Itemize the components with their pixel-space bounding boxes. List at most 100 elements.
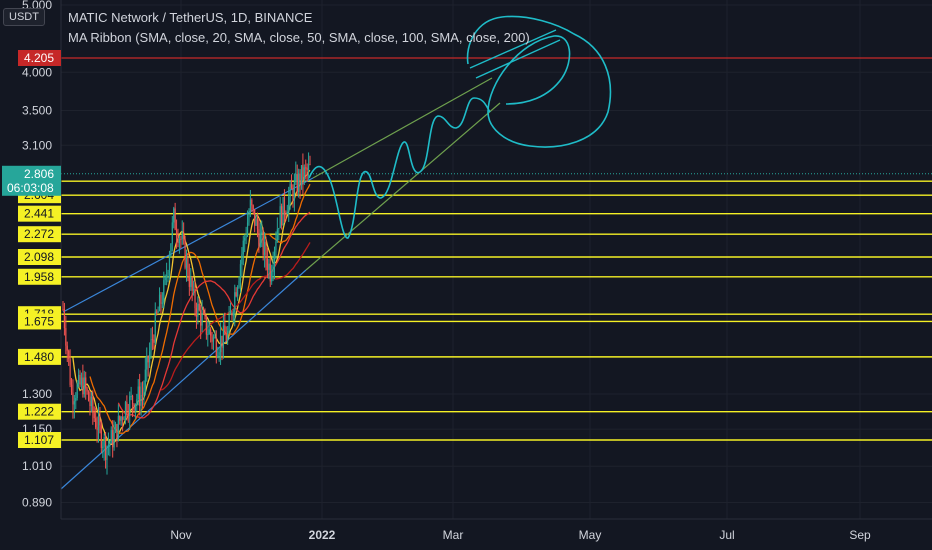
- candle-body: [136, 399, 138, 404]
- candle-body: [262, 231, 264, 255]
- candle-body: [279, 206, 281, 229]
- trend-drawings[interactable]: [60, 15, 612, 490]
- candle-body: [231, 312, 233, 316]
- support-level-tag: [18, 268, 61, 285]
- candle-body: [110, 430, 112, 443]
- candle-body: [170, 243, 172, 257]
- candle-body: [215, 337, 217, 357]
- candle-body: [211, 335, 213, 342]
- candle-body: [205, 315, 207, 335]
- candle-body: [144, 369, 146, 388]
- candle-body: [285, 213, 287, 215]
- price-tick-label: 3.100: [22, 138, 52, 152]
- candle-body: [150, 339, 152, 352]
- candle-body: [295, 174, 297, 182]
- candles: [62, 152, 311, 475]
- candle-body: [151, 339, 154, 341]
- candle-body: [97, 416, 100, 431]
- support-level-tag: [18, 348, 61, 365]
- candle-body: [96, 427, 98, 431]
- candle-body: [156, 311, 158, 313]
- candle-body: [72, 392, 74, 405]
- candle-body: [127, 414, 129, 417]
- candle-body: [174, 208, 176, 230]
- candle-body: [140, 394, 142, 406]
- support-level-label: 1.675: [24, 314, 54, 328]
- candle-body: [214, 337, 216, 339]
- countdown-label: 06:03:08: [7, 181, 54, 195]
- time-tick-label: Mar: [443, 528, 464, 542]
- candle-body: [255, 218, 257, 226]
- candle-body: [237, 287, 239, 297]
- candle-body: [83, 377, 85, 395]
- candle-body: [166, 275, 168, 277]
- candle-body: [282, 197, 284, 226]
- support-level-tag: [18, 249, 61, 266]
- time-tick-label: 2022: [309, 528, 336, 542]
- candle-body: [92, 396, 94, 413]
- price-tick-label: 3.500: [22, 104, 52, 118]
- candle-body: [227, 331, 229, 341]
- candle-body: [99, 416, 101, 426]
- time-axis[interactable]: Nov 2022 Mar May Jul Sep: [61, 518, 932, 542]
- candle-body: [122, 416, 124, 420]
- currency-label[interactable]: USDT: [3, 8, 45, 26]
- candle-body: [241, 254, 243, 265]
- candle-body: [73, 401, 75, 405]
- channel-lower-projection: [305, 102, 501, 271]
- candle-body: [234, 292, 236, 313]
- price-tick-label: 1.300: [22, 387, 52, 401]
- candle-body: [258, 229, 260, 247]
- candle-body: [66, 345, 68, 351]
- symbol-title[interactable]: MATIC Network / TetherUS, 1D, BINANCE: [68, 10, 313, 25]
- candle-body: [292, 188, 294, 201]
- target-circle-drawing: [466, 15, 612, 148]
- forecast-wave-drawing: [308, 97, 491, 239]
- candle-body: [261, 231, 263, 234]
- candle-body: [85, 377, 87, 389]
- candle-body: [89, 400, 91, 407]
- time-tick-label: Nov: [170, 528, 191, 542]
- candle-body: [286, 211, 288, 214]
- price-axis[interactable]: 5.0004.0003.5003.1001.3001.1501.0100.890…: [0, 0, 62, 550]
- indicator-title[interactable]: MA Ribbon (SMA, close, 20, SMA, close, 5…: [68, 30, 530, 45]
- candle-body: [298, 173, 300, 192]
- ma100-line: [117, 211, 311, 419]
- candle-body: [218, 352, 220, 356]
- support-level-label: 2.272: [24, 227, 54, 241]
- candle-body: [62, 308, 64, 310]
- candle-body: [259, 233, 261, 247]
- candle-body: [252, 205, 254, 210]
- candle-body: [248, 214, 250, 223]
- candle-body: [306, 167, 308, 171]
- candle-body: [249, 199, 251, 215]
- candle-body: [235, 292, 237, 297]
- candle-body: [263, 241, 266, 255]
- candle-body: [300, 165, 303, 186]
- candle-body: [222, 325, 225, 348]
- candle-body: [183, 233, 185, 239]
- candle-body: [86, 388, 88, 392]
- support-level-label: 1.958: [24, 270, 54, 284]
- candle-body: [288, 196, 290, 212]
- support-level-tag: [18, 403, 61, 420]
- candle-body: [256, 218, 259, 230]
- candle-body: [103, 437, 105, 447]
- candle-body: [181, 233, 183, 240]
- grid-lines: [61, 0, 932, 519]
- candle-body: [202, 312, 205, 314]
- candle-body: [293, 181, 295, 201]
- candle-body: [163, 280, 165, 303]
- candle-body: [251, 199, 253, 206]
- target-arrow-drawing: [469, 29, 561, 79]
- candle-body: [123, 418, 125, 420]
- candle-body: [208, 329, 210, 335]
- candle-body: [141, 394, 144, 396]
- candle-body: [124, 402, 127, 419]
- candle-body: [187, 257, 189, 277]
- channel-upper-projection: [312, 77, 493, 179]
- candle-body: [79, 374, 81, 385]
- candle-body: [87, 391, 90, 401]
